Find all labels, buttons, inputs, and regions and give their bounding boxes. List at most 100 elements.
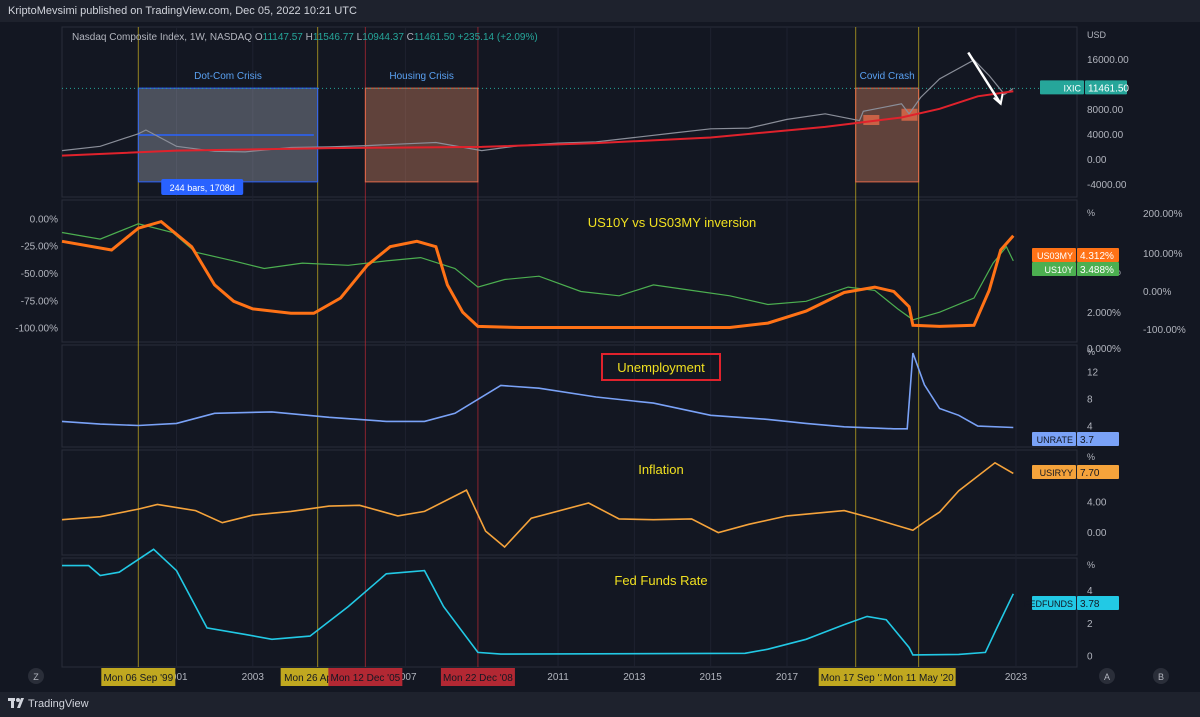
fedfunds-badge-label: FEDFUNDS xyxy=(1024,599,1073,609)
fedfunds-badge-value-box xyxy=(1077,596,1119,610)
brand-label: TradingView xyxy=(28,698,89,710)
yield-right-tick-b: -100.00% xyxy=(1143,325,1186,336)
chart-background xyxy=(0,22,1200,692)
usiryy-badge-label: USIRYY xyxy=(1040,468,1073,478)
tradingview-brand[interactable]: TradingView xyxy=(8,698,89,710)
pane-axis-tick: 12 xyxy=(1087,367,1099,378)
us10y-badge-label-box xyxy=(1032,262,1076,276)
scale-button-b xyxy=(1153,668,1169,684)
time-axis-label: 2003 xyxy=(242,672,265,683)
time-marker-label: Mon 17 Sep '18 xyxy=(821,673,891,684)
time-axis-label: 2017 xyxy=(776,672,799,683)
price-axis-tick: -4000.00 xyxy=(1087,180,1127,191)
us10y-badge: US10Y 3.488% xyxy=(1032,262,1119,276)
time-axis-label: 2015 xyxy=(700,672,723,683)
pane-axis-tick: 8 xyxy=(1087,394,1093,405)
unrate-badge-label-box xyxy=(1032,432,1076,446)
ixic-badge: IXIC 11461.50 xyxy=(1040,80,1129,95)
pane-4-frame xyxy=(61,557,1078,668)
pane-axis-tick: 4.00 xyxy=(1087,498,1107,509)
yield-right-tick-a: 2.000% xyxy=(1087,308,1121,319)
us10y-badge-value-box xyxy=(1077,262,1119,276)
time-axis-label: 2023 xyxy=(1005,672,1028,683)
header-part-1: O xyxy=(252,32,263,43)
usiryy-badge-label-box xyxy=(1032,465,1076,479)
pane-axis-unit: % xyxy=(1087,347,1095,357)
footer-bar: TradingView xyxy=(0,692,1200,717)
header-part-2: 11147.57 xyxy=(263,32,304,43)
unrate-badge-value-box xyxy=(1077,432,1119,446)
yield-left-tick: -100.00% xyxy=(15,324,58,335)
unrate-badge-label: UNRATE xyxy=(1037,435,1073,445)
zoom-button-z-label: Z xyxy=(33,672,39,682)
time-axis-label: 2011 xyxy=(547,672,569,683)
us03my-badge-label-box xyxy=(1032,248,1076,262)
time-axis-label: 2001 xyxy=(165,672,188,683)
measure-box xyxy=(161,179,244,195)
pane-axis-tick: 4 xyxy=(1087,421,1093,432)
pane-0-frame xyxy=(61,26,1078,198)
yield-left-tick: -25.00% xyxy=(21,242,58,253)
moving-average-line xyxy=(61,90,1014,157)
us10y-badge-value: 3.488% xyxy=(1080,265,1114,276)
header-part-9: +235.14 (+2.09%) xyxy=(455,32,538,43)
header-part-6: 10944.37 xyxy=(362,32,404,43)
pane-axis-unit: % xyxy=(1087,560,1095,570)
pane-title: Inflation xyxy=(638,462,684,477)
unrate-badge-value: 3.7 xyxy=(1080,435,1094,446)
header-part-8: 11461.50 xyxy=(414,32,455,43)
tradingview-logo-icon xyxy=(8,698,24,708)
us10y-badge-label: US10Y xyxy=(1044,265,1073,275)
yield-right-tick-b: 200.00% xyxy=(1143,209,1183,220)
publisher-bar: KriptoMevsimi published on TradingView.c… xyxy=(0,0,1200,22)
scale-button-b-label: B xyxy=(1158,672,1164,682)
price-axis-tick: 16000.00 xyxy=(1087,55,1129,66)
time-marker-box xyxy=(881,668,956,686)
yield-left-tick: -75.00% xyxy=(21,296,58,307)
time-marker-label: Mon 12 Dec '05 xyxy=(330,673,400,684)
time-marker-label: Mon 06 Sep '99 xyxy=(103,673,173,684)
pane-axis-unit: % xyxy=(1087,452,1095,462)
series-line-unrate xyxy=(61,352,1014,430)
series-line-fedfunds xyxy=(62,548,1015,656)
unrate-badge: UNRATE 3.7 xyxy=(1032,432,1119,446)
price-axis-tick: 4000.00 xyxy=(1087,130,1124,141)
crisis-zone-1 xyxy=(364,87,479,183)
series-line-usiryy xyxy=(61,461,1014,549)
chart-area[interactable]: Dot-Com Crisis Housing Crisis Covid Crash 2… xyxy=(0,22,1200,692)
price-axis-tick: 0.00 xyxy=(1087,155,1107,166)
trend-arrow-line xyxy=(967,51,1002,105)
yield-left-tick: -50.00% xyxy=(21,269,58,280)
crisis-label-2: Covid Crash xyxy=(860,71,915,82)
measure-label: 244 bars, 1708d xyxy=(170,183,235,193)
header-part-0: Nasdaq Composite Index, 1W, NASDAQ xyxy=(72,32,252,43)
fedfunds-badge-label-box xyxy=(1032,596,1076,610)
time-marker-box xyxy=(818,668,893,686)
yield-left-tick: 0.00% xyxy=(30,214,58,225)
zoom-button-z xyxy=(28,668,44,684)
usiryy-badge-value: 7.70 xyxy=(1080,468,1100,479)
series-line-us03my xyxy=(61,219,1015,329)
scale-button-a xyxy=(1099,668,1115,684)
crisis-label-1: Housing Crisis xyxy=(389,71,453,82)
covid-marker-1 xyxy=(863,115,880,125)
yield-right-tick-b: 0.00% xyxy=(1143,287,1171,298)
crisis-zone-2 xyxy=(855,87,920,183)
ixic-badge-label-box xyxy=(1040,80,1084,95)
yield-right-unit: % xyxy=(1087,208,1095,218)
crisis-label-0: Dot-Com Crisis xyxy=(194,71,262,82)
yield-pane-title: US10Y vs US03MY inversion xyxy=(588,215,757,230)
pane-axis-tick: 4 xyxy=(1087,586,1093,597)
yield-right-tick-a: 0.000% xyxy=(1087,344,1121,355)
pane-axis-tick: 0.00 xyxy=(1087,528,1107,539)
scale-button-a-label: A xyxy=(1104,672,1110,682)
time-marker-box xyxy=(101,668,176,686)
us03my-badge-value: 4.312% xyxy=(1080,251,1114,262)
pane-axis-tick: 0 xyxy=(1087,652,1093,663)
price-line xyxy=(61,59,1014,153)
fedfunds-badge-value: 3.78 xyxy=(1080,599,1100,610)
ixic-badge-value: 11461.50 xyxy=(1088,83,1129,94)
us03my-badge: US03MY 4.312% xyxy=(1032,248,1119,262)
trend-arrow-head xyxy=(993,93,1004,106)
header-part-5: L xyxy=(354,32,363,43)
